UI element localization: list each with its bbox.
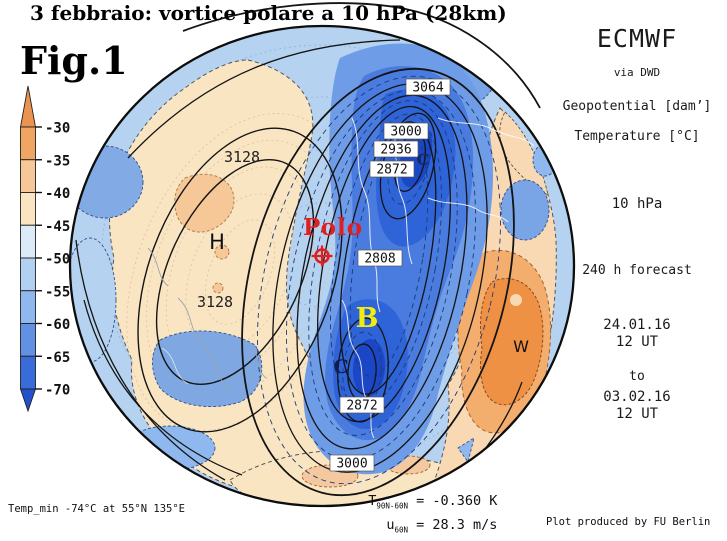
pole-label: Polo [303, 214, 363, 241]
map-boundary [68, 24, 576, 508]
colorbar-ticks [35, 126, 42, 390]
forecast-range: 240 h forecast [582, 263, 692, 278]
contour-label-2872-n: 2872 [376, 163, 407, 178]
colorbar-tick-label: -40 [45, 186, 70, 202]
colorbar-tick-label: -30 [45, 121, 70, 137]
warm-core-hole [510, 294, 522, 306]
contour-label-2808: 2808 [364, 252, 395, 267]
colorbar-tick-label: -35 [45, 153, 70, 169]
warm-spot-2 [212, 282, 224, 294]
colorbar-tick-label: -70 [45, 383, 70, 399]
figure-number: Fig.1 [20, 38, 128, 83]
contour-value-labels: 3064 3000 2936 2872 2808 2872 3000 3128 … [197, 78, 451, 472]
colorbar-seg-4 [20, 224, 36, 259]
contour-label-3000-s: 3000 [336, 457, 367, 472]
data-provider: via DWD [613, 66, 661, 79]
coastlines-white [161, 117, 535, 439]
plot-credit: Plot produced by FU Berlin [546, 516, 711, 528]
low-center-south-label: C [333, 356, 348, 378]
contour-label-2936: 2936 [380, 143, 411, 158]
colorbar-seg-6 [20, 290, 36, 324]
contour-label-2872-s: 2872 [346, 399, 377, 414]
colorbar-tick-label: -65 [45, 350, 70, 366]
run-time: 12 UT [615, 334, 659, 350]
colorbar-seg-1 [20, 126, 36, 161]
colorbar-tick-label: -50 [45, 252, 70, 268]
colorbar-arrow-top [19, 85, 37, 128]
warm-spot-1 [214, 244, 230, 260]
shading-field-label: Temperature [°C] [574, 129, 700, 144]
top-contour-arc [182, 2, 541, 109]
high-center-label: H [209, 230, 225, 254]
colorbar-seg-7 [20, 323, 36, 357]
colorbar-seg-5 [20, 257, 36, 292]
pole-marker-icon [311, 245, 333, 267]
extremes-stats: Temp_min -74°C at 55°N 135°E Temp_max -2… [8, 477, 217, 541]
to-label: to [629, 369, 645, 384]
contour-label-3000-n: 3000 [390, 125, 421, 140]
map-area [70, 26, 574, 506]
contour-field-label: Geopotential [dam’] [562, 99, 712, 114]
temperature-colorbar: -30 -35 -40 -45 -50 -55 -60 -65 -70 [19, 85, 70, 413]
colorbar-tick-label: -60 [45, 317, 70, 333]
contour-label-3128-n: 3128 [224, 148, 260, 166]
colorbar-seg-2 [20, 159, 36, 193]
contour-label-3064: 3064 [412, 81, 443, 96]
diagnostics-block: T90N-60N = -0.360 K u60N = 28.3 m/s [352, 492, 497, 539]
temp-gradient-line: T90N-60N = -0.360 K [368, 493, 498, 511]
warm-center-label: W [513, 337, 529, 356]
vortex-darkest-south [352, 339, 386, 397]
model-name: ECMWF [596, 24, 678, 53]
run-date: 24.01.16 [603, 317, 671, 333]
valid-time: 12 UT [615, 406, 659, 422]
vortex-center-label: B [356, 303, 379, 334]
colorbar-seg-3 [20, 192, 36, 226]
valid-date: 03.02.16 [603, 389, 671, 405]
colorbar-tick-label: -55 [45, 284, 70, 300]
pressure-level: 10 hPa [611, 196, 663, 212]
zonal-wind-line: u60N = 28.3 m/s [386, 516, 498, 535]
contour-label-3128-s: 3128 [197, 293, 233, 311]
colorbar-tick-label: -45 [45, 219, 70, 235]
colorbar-seg-8 [20, 355, 36, 390]
colorbar-arrow-bottom [19, 388, 37, 413]
info-panel: ECMWF via DWD Geopotential [dam’] Temper… [552, 0, 722, 460]
page-title: 3 febbraio: vortice polare a 10 hPa (28k… [30, 1, 507, 25]
temp-min-line: Temp_min -74°C at 55°N 135°E [8, 503, 186, 515]
low-center-north-label: C [417, 150, 430, 169]
coastlines-gray [147, 247, 267, 389]
